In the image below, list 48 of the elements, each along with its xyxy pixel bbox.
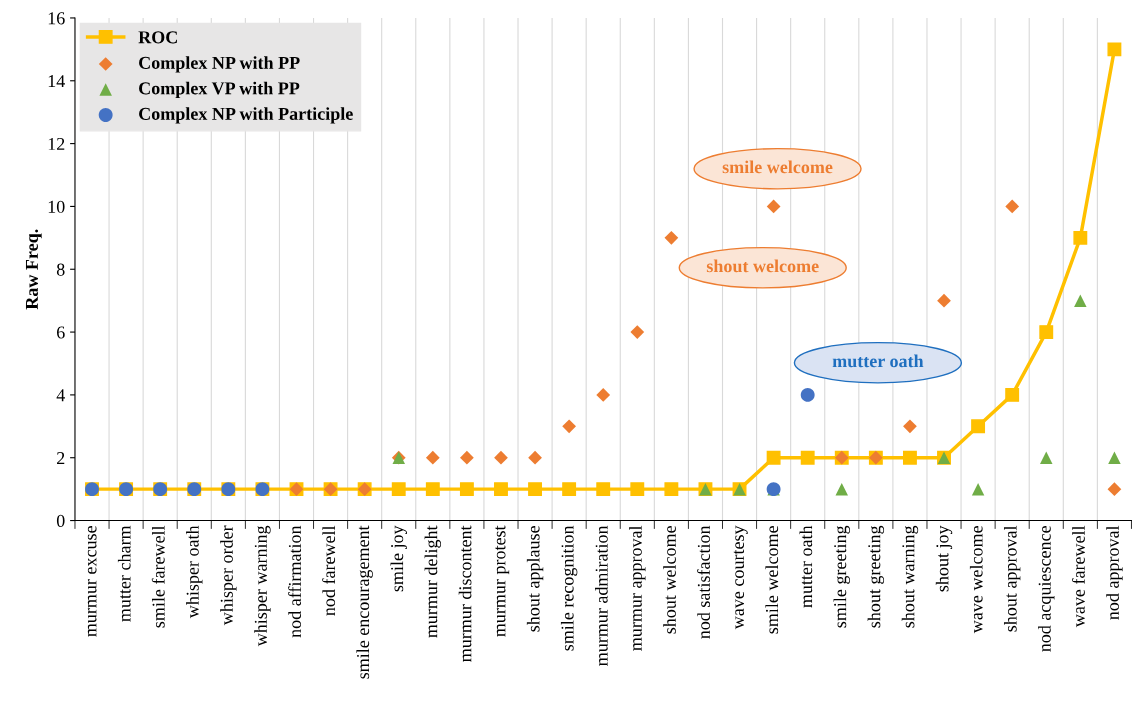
y-tick-label: 14 (48, 75, 65, 88)
x-tick-label: smile greeting (833, 525, 850, 628)
x-tick-label: smile recognition (560, 525, 578, 651)
x-tick-label: nod approval (1106, 525, 1123, 620)
y-tick-label: 16 (48, 12, 65, 25)
x-tick-label: whisper warning (254, 525, 271, 647)
legend-label: Complex NP with PP (139, 56, 300, 73)
x-tick-label: smile joy (390, 525, 407, 592)
x-tick-label: wave welcome (969, 526, 983, 634)
x-tick-label: smile welcome (765, 526, 779, 634)
annotation: smile welcome (722, 160, 833, 174)
x-tick-label: mutter oath (799, 525, 813, 608)
x-tick-label: shout greeting (867, 525, 885, 628)
x-tick-label: nod acquiescence (1038, 526, 1055, 652)
x-tick-label: shout applause (526, 526, 544, 632)
x-tick-label: smile encouragement (356, 525, 373, 679)
x-tick-label: murmur protest (495, 525, 510, 637)
x-tick-label: shout joy (935, 525, 953, 592)
x-tick-label: murmur approval (629, 525, 646, 651)
legend-label: Complex NP with Participle (139, 107, 353, 124)
y-tick-label: 6 (57, 326, 65, 339)
x-tick-label: murmur delight (424, 525, 442, 638)
y-tick-label: 10 (48, 200, 65, 213)
x-tick-label: whisper oath (186, 525, 203, 619)
legend-label: ROC (138, 31, 177, 44)
y-axis-title: Raw Freq. (25, 229, 42, 310)
x-tick-label: wave farewell (1071, 525, 1085, 628)
y-tick-label: 4 (56, 389, 65, 402)
x-tick-label: shout welcome (663, 526, 676, 634)
x-tick-label: smile farewell (151, 525, 165, 628)
x-tick-label: murmur discontent (458, 525, 472, 662)
y-tick-label: 12 (48, 137, 65, 150)
x-tick-label: murmur excuse (87, 526, 97, 637)
x-tick-label: shout warning (901, 525, 919, 628)
x-tick-label: mutter charm (117, 525, 131, 622)
x-tick-label: nod satisfaction (697, 525, 710, 639)
y-tick-label: 0 (56, 514, 65, 527)
annotation: shout welcome (706, 259, 819, 273)
x-tick-label: whisper order (220, 525, 237, 626)
y-tick-label: 8 (56, 263, 65, 276)
x-tick-label: shout approval (1003, 525, 1021, 632)
legend-label: Complex VP with PP (139, 81, 300, 99)
x-tick-label: nod affirmation (288, 525, 302, 638)
annotation: mutter oath (832, 354, 924, 368)
x-tick-label: wave courtesy (733, 525, 748, 630)
x-tick-label: murmur admiration (595, 525, 608, 666)
x-tick-label: nod farewell (322, 525, 336, 616)
y-tick-label: 2 (57, 452, 65, 464)
